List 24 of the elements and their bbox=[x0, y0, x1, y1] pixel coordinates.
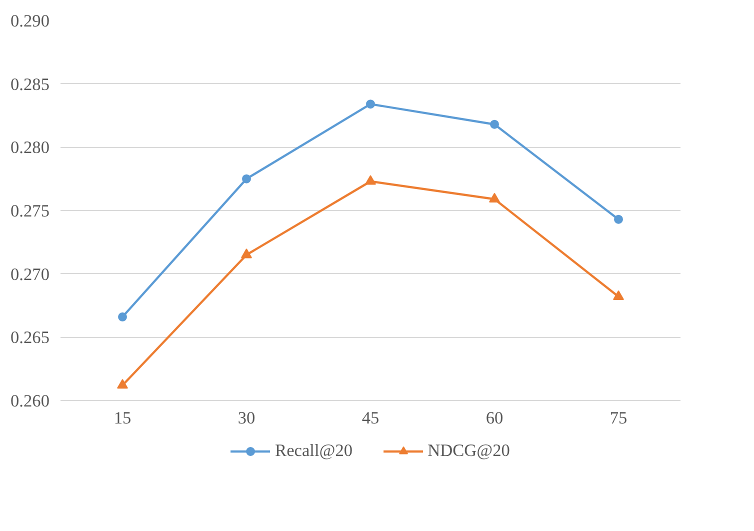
y-tick-label: 0.270 bbox=[10, 264, 50, 284]
y-tick-label: 0.275 bbox=[10, 202, 50, 220]
legend-label: NDCG@20 bbox=[428, 441, 510, 461]
point bbox=[489, 192, 500, 202]
y-tick-label: 0.260 bbox=[10, 392, 50, 410]
y-tick-label: 0.265 bbox=[10, 328, 50, 348]
point bbox=[241, 248, 252, 258]
point bbox=[614, 214, 623, 224]
x-tick-label: 45 bbox=[362, 408, 380, 428]
point bbox=[613, 290, 624, 300]
point bbox=[366, 100, 375, 109]
point bbox=[490, 120, 499, 129]
point bbox=[365, 175, 376, 185]
x-tick-label: 30 bbox=[238, 408, 256, 428]
y-tick-label: 0.280 bbox=[10, 138, 50, 158]
point bbox=[118, 312, 127, 322]
x-tick-label: 15 bbox=[114, 408, 132, 428]
point bbox=[242, 174, 251, 184]
y-tick-label: 0.290 bbox=[10, 12, 50, 30]
point bbox=[117, 379, 128, 389]
y-tick-label: 0.285 bbox=[10, 74, 50, 94]
x-tick-label: 75 bbox=[610, 408, 628, 428]
legend-label: Recall@20 bbox=[275, 441, 353, 461]
x-tick-label: 60 bbox=[486, 408, 504, 428]
